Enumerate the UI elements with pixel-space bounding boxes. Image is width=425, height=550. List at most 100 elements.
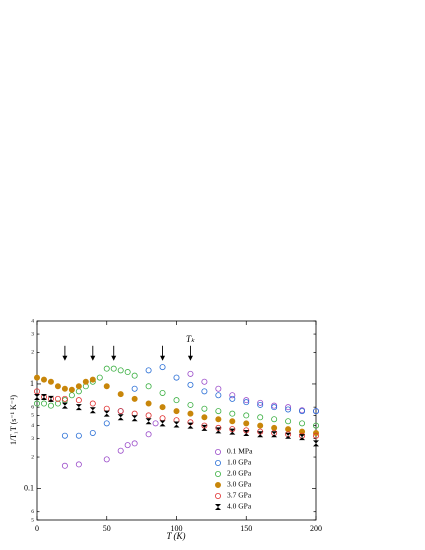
data-point	[61, 385, 68, 392]
data-point	[68, 392, 75, 399]
data-point	[145, 400, 152, 407]
data-point	[103, 410, 110, 417]
data-point	[159, 404, 166, 411]
x-tick-label: 0	[35, 524, 39, 533]
data-point	[285, 406, 292, 413]
data-point	[34, 374, 41, 381]
data-point	[201, 378, 208, 385]
data-point	[159, 364, 166, 371]
data-point	[47, 402, 54, 409]
data-point	[187, 422, 194, 429]
legend-marker	[214, 459, 221, 466]
legend-marker	[214, 448, 221, 455]
data-point	[215, 385, 222, 392]
data-point	[187, 410, 194, 417]
data-point	[89, 400, 96, 407]
legend-label: 0.1 MPa	[227, 447, 253, 456]
arrow-head	[62, 355, 68, 361]
data-point	[271, 416, 278, 423]
data-point	[61, 395, 68, 402]
data-point	[201, 405, 208, 412]
y-tick-label: 5	[31, 517, 34, 523]
data-point	[257, 431, 264, 438]
data-point	[34, 388, 41, 395]
data-point	[40, 376, 47, 383]
y-tick-label: 3	[31, 436, 34, 442]
data-point	[299, 434, 306, 441]
data-point	[201, 424, 208, 431]
data-point	[75, 397, 82, 404]
data-point	[173, 374, 180, 381]
data-point	[159, 420, 166, 427]
data-point	[243, 420, 250, 427]
x-tick-label: 100	[171, 524, 183, 533]
legend-marker	[215, 504, 221, 510]
data-point	[215, 427, 222, 434]
legend-label: 3.0 GPa	[227, 480, 252, 489]
x-tick-label: 50	[103, 524, 111, 533]
y-tick-label: 1	[30, 379, 34, 388]
data-point	[117, 414, 124, 421]
data-point	[145, 412, 152, 419]
data-point	[103, 405, 110, 412]
data-point	[271, 431, 278, 438]
legend-label: 3.7 GPa	[227, 491, 252, 500]
data-point	[299, 408, 306, 415]
data-point	[117, 447, 124, 454]
arrow-head	[160, 355, 166, 361]
data-point	[47, 395, 54, 402]
data-point	[61, 432, 68, 439]
data-point	[215, 408, 222, 415]
y-tick-label: 4	[31, 423, 34, 429]
data-point	[229, 395, 236, 402]
x-tick-label: 200	[310, 524, 322, 533]
data-point	[117, 367, 124, 374]
data-point	[201, 414, 208, 421]
data-point	[173, 421, 180, 428]
data-point	[257, 414, 264, 421]
legend-marker	[214, 481, 221, 488]
y-axis-label: 1/T₁T (s⁻¹ K⁻¹)	[9, 395, 18, 445]
data-point	[187, 370, 194, 377]
data-point	[124, 369, 131, 376]
data-point	[75, 432, 82, 439]
data-point	[61, 402, 68, 409]
data-point	[215, 392, 222, 399]
legend-label: 1.0 GPa	[227, 458, 252, 467]
data-point	[89, 429, 96, 436]
data-point	[34, 400, 41, 407]
data-point	[82, 378, 89, 385]
data-point	[312, 432, 319, 439]
data-point	[54, 383, 61, 390]
x-axis-label: T (K)	[166, 531, 185, 541]
data-point	[47, 378, 54, 385]
data-point	[299, 420, 306, 427]
data-point	[75, 388, 82, 395]
data-point	[117, 391, 124, 398]
data-point	[75, 404, 82, 411]
data-point	[54, 400, 61, 407]
data-point	[201, 388, 208, 395]
data-point	[229, 410, 236, 417]
data-point	[54, 395, 61, 402]
data-point	[159, 389, 166, 396]
data-point	[313, 440, 319, 447]
legend-marker	[214, 492, 221, 499]
arrow-head	[111, 355, 117, 361]
data-point	[75, 383, 82, 390]
data-point	[117, 408, 124, 415]
data-point	[145, 431, 152, 438]
data-point	[257, 399, 264, 406]
data-point	[271, 404, 278, 411]
data-point	[285, 418, 292, 425]
annotation: Tₖ	[186, 334, 195, 344]
data-point	[40, 394, 47, 401]
data-point	[124, 442, 131, 449]
data-point	[271, 424, 278, 431]
data-point	[257, 422, 264, 429]
data-point	[312, 422, 319, 429]
y-tick-label: 5	[31, 413, 34, 419]
data-point	[173, 408, 180, 415]
legend-marker	[214, 470, 221, 477]
